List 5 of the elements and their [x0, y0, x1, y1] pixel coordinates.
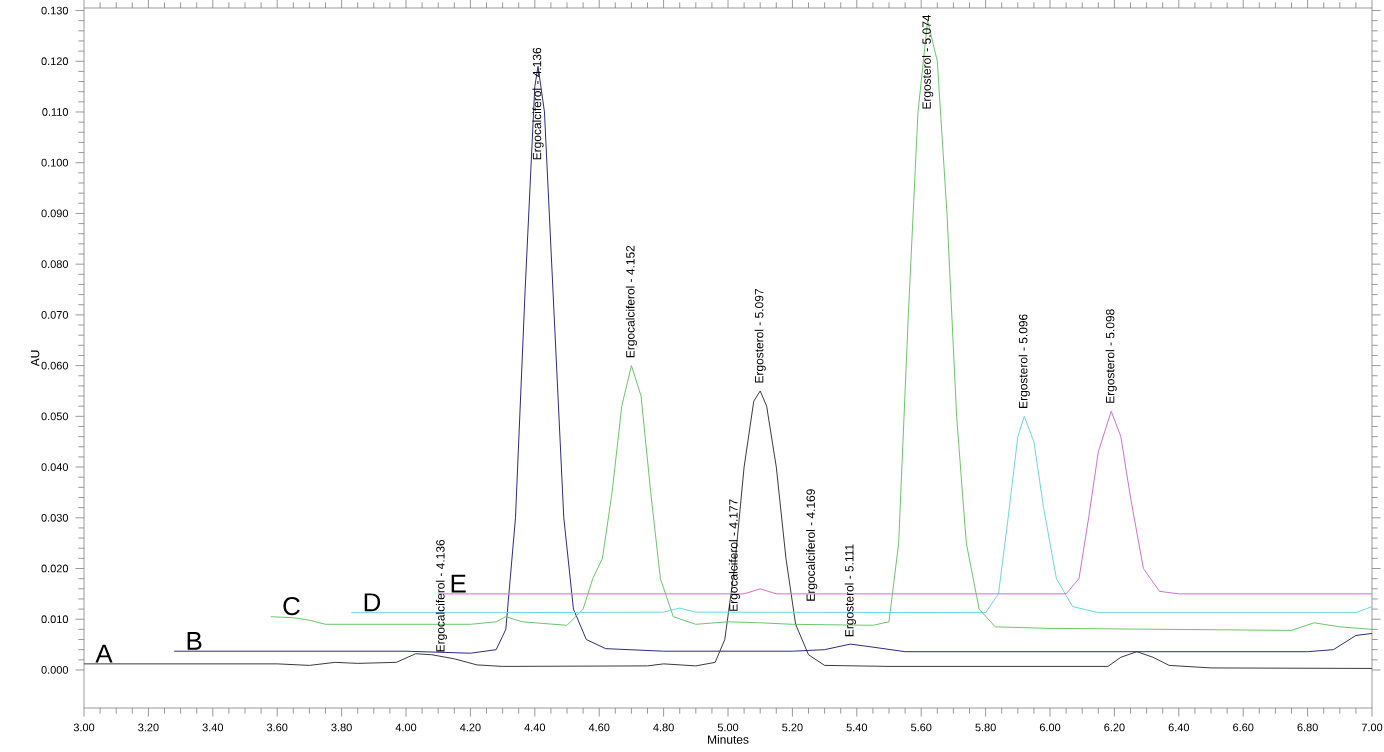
series-label: D	[364, 593, 381, 612]
series-label: A	[95, 644, 113, 663]
series-label: C	[283, 596, 300, 616]
series-label: B	[187, 631, 202, 650]
series-label: E	[451, 574, 466, 593]
